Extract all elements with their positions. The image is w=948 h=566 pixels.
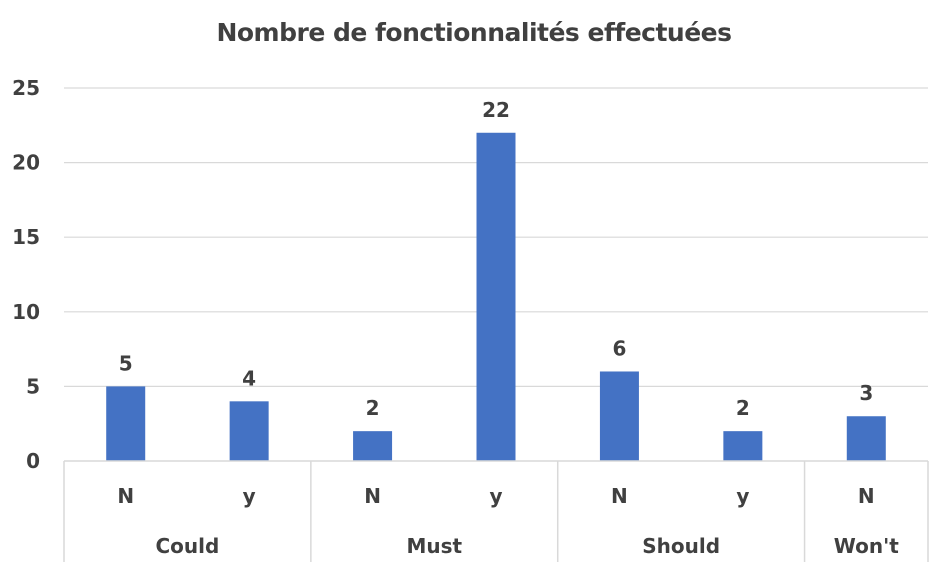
data-label: 3 [859,381,873,405]
data-label: 4 [242,366,256,390]
x-group-label: Must [406,534,462,558]
y-tick-label: 20 [12,151,40,175]
x-category-label: N [858,484,875,508]
x-group-label: Won't [834,534,899,558]
y-tick-label: 0 [26,449,40,473]
bar [599,371,639,461]
x-category-label: N [611,484,628,508]
x-group-label: Should [642,534,720,558]
data-label: 5 [119,351,133,375]
x-group-label: Could [156,534,220,558]
y-tick-label: 10 [12,300,40,324]
bar [106,386,146,461]
chart-title: Nombre de fonctionnalités effectuées [216,18,732,47]
y-tick-label: 15 [12,225,40,249]
x-category-label: y [736,484,749,508]
data-label: 6 [612,336,626,360]
data-label: 22 [482,98,510,122]
bar [846,416,886,461]
y-tick-label: 5 [26,374,40,398]
bar [476,132,516,461]
y-axis: 0 5 10 15 20 25 [12,76,40,473]
x-category-label: N [117,484,134,508]
bar [723,431,763,461]
bars [106,132,886,461]
y-tick-label: 25 [12,76,40,100]
bar [353,431,393,461]
x-category-label: N [364,484,381,508]
data-label: 2 [736,396,750,420]
x-category-label: y [489,484,502,508]
bar [229,401,269,461]
x-category-label: y [243,484,256,508]
data-label: 2 [366,396,380,420]
